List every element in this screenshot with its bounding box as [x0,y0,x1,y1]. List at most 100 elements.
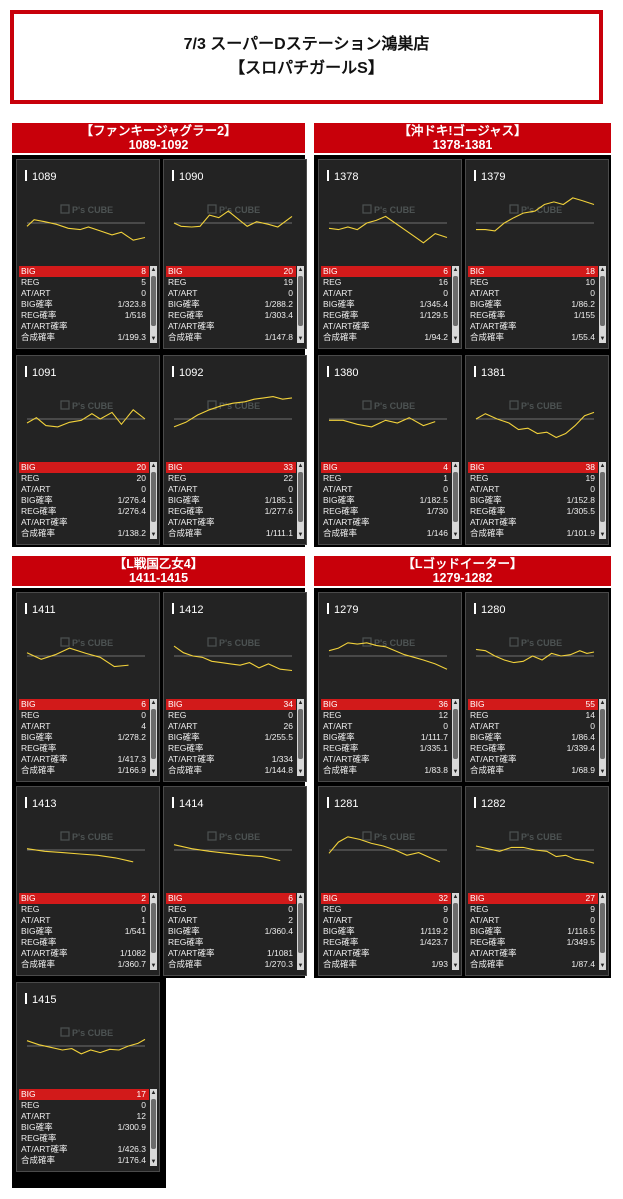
scroll-down-icon[interactable]: ▼ [452,963,459,969]
group-machine-name: 【Lゴッドイーター】 [402,557,523,571]
graph-line [26,219,146,241]
scroll-down-icon[interactable]: ▼ [297,336,304,342]
scroll-down-icon[interactable]: ▼ [150,1159,157,1165]
stats-scrollbar[interactable]: ▲ ▼ [599,893,606,970]
stats-value: 1/138.2 [117,528,146,538]
scroll-down-icon[interactable]: ▼ [452,769,459,775]
stats-row-reg: REG 0 [166,710,296,721]
scroll-up-icon[interactable]: ▲ [297,894,304,900]
scroll-down-icon[interactable]: ▼ [599,769,606,775]
machine-number[interactable]: 1381 [474,366,505,379]
scroll-up-icon[interactable]: ▲ [452,463,459,469]
stats-row-total-rate: 合成確率 1/176.4 [19,1155,149,1166]
stats-value: 1/83.8 [424,765,448,775]
scroll-up-icon[interactable]: ▲ [599,894,606,900]
scroll-down-icon[interactable]: ▼ [452,336,459,342]
scroll-thumb[interactable] [151,1099,156,1149]
machine-number[interactable]: 1411 [25,603,56,616]
stats-scrollbar[interactable]: ▲ ▼ [452,893,459,970]
machine-number[interactable]: 1281 [327,797,358,810]
scroll-up-icon[interactable]: ▲ [599,700,606,706]
stats-scrollbar[interactable]: ▲ ▼ [150,893,157,970]
scroll-down-icon[interactable]: ▼ [150,532,157,538]
scroll-thumb[interactable] [151,709,156,759]
scroll-up-icon[interactable]: ▲ [150,700,157,706]
stats-scrollbar[interactable]: ▲ ▼ [297,893,304,970]
machine-number[interactable]: 1089 [25,170,56,183]
machine-number[interactable]: 1412 [172,603,203,616]
svg-text:P's CUBE: P's CUBE [374,205,415,215]
machine-number[interactable]: 1092 [172,366,203,379]
scroll-down-icon[interactable]: ▼ [150,963,157,969]
scroll-down-icon[interactable]: ▼ [452,532,459,538]
stats-scrollbar[interactable]: ▲ ▼ [297,462,304,539]
scroll-down-icon[interactable]: ▼ [599,532,606,538]
stats-row-total-rate: 合成確率 1/147.8 [166,332,296,343]
scroll-thumb[interactable] [298,903,303,953]
machine-number[interactable]: 1280 [474,603,505,616]
stats-scrollbar[interactable]: ▲ ▼ [150,266,157,343]
stats-scrollbar[interactable]: ▲ ▼ [599,266,606,343]
machine-number[interactable]: 1378 [327,170,358,183]
stats-scrollbar[interactable]: ▲ ▼ [452,462,459,539]
machine-number[interactable]: 1379 [474,170,505,183]
scroll-up-icon[interactable]: ▲ [599,463,606,469]
stats-value: 27 [585,893,595,903]
scroll-down-icon[interactable]: ▼ [599,963,606,969]
scroll-thumb[interactable] [453,903,458,953]
stats-scrollbar[interactable]: ▲ ▼ [297,266,304,343]
scroll-thumb[interactable] [453,276,458,326]
machine-number[interactable]: 1282 [474,797,505,810]
scroll-up-icon[interactable]: ▲ [150,894,157,900]
scroll-down-icon[interactable]: ▼ [297,532,304,538]
scroll-up-icon[interactable]: ▲ [297,267,304,273]
stats-scrollbar[interactable]: ▲ ▼ [150,1089,157,1166]
scroll-down-icon[interactable]: ▼ [599,336,606,342]
scroll-down-icon[interactable]: ▼ [297,963,304,969]
stats-scrollbar[interactable]: ▲ ▼ [599,462,606,539]
scroll-down-icon[interactable]: ▼ [150,769,157,775]
machine-number[interactable]: 1091 [25,366,56,379]
scroll-thumb[interactable] [298,276,303,326]
scroll-up-icon[interactable]: ▲ [452,894,459,900]
graph-line [173,645,293,672]
scroll-thumb[interactable] [453,709,458,759]
scroll-thumb[interactable] [600,903,605,953]
scroll-down-icon[interactable]: ▼ [297,769,304,775]
scroll-thumb[interactable] [151,276,156,326]
machine-number[interactable]: 1415 [25,993,56,1006]
stats-scrollbar[interactable]: ▲ ▼ [297,699,304,776]
machine-number[interactable]: 1414 [172,797,203,810]
machine-panel: 1378 P's CUBE BIG 6 REG 16 AT/ART 0 BIG確率 1/345.4… [318,159,462,349]
scroll-up-icon[interactable]: ▲ [452,267,459,273]
scroll-up-icon[interactable]: ▲ [297,700,304,706]
scroll-thumb[interactable] [600,709,605,759]
scroll-thumb[interactable] [151,903,156,953]
stats-scrollbar[interactable]: ▲ ▼ [452,266,459,343]
scroll-up-icon[interactable]: ▲ [150,463,157,469]
machine-number[interactable]: 1413 [25,797,56,810]
machine-number[interactable]: 1090 [172,170,203,183]
machine-number[interactable]: 1380 [327,366,358,379]
scroll-down-icon[interactable]: ▼ [150,336,157,342]
stats-label: 合成確率 [168,528,203,538]
scroll-up-icon[interactable]: ▲ [150,1090,157,1096]
scroll-thumb[interactable] [600,472,605,522]
stats-scrollbar[interactable]: ▲ ▼ [150,699,157,776]
scroll-thumb[interactable] [151,472,156,522]
stats-value: 0 [141,484,146,494]
stats-scrollbar[interactable]: ▲ ▼ [452,699,459,776]
scroll-thumb[interactable] [453,472,458,522]
scroll-thumb[interactable] [298,709,303,759]
scroll-up-icon[interactable]: ▲ [452,700,459,706]
scroll-up-icon[interactable]: ▲ [297,463,304,469]
stats-scrollbar[interactable]: ▲ ▼ [599,699,606,776]
scroll-up-icon[interactable]: ▲ [599,267,606,273]
scroll-thumb[interactable] [298,472,303,522]
machine-number[interactable]: 1279 [327,603,358,616]
pscube-logo: P's CUBE [207,400,260,411]
scroll-thumb[interactable] [600,276,605,326]
stats-label: REG確率 [323,743,359,753]
scroll-up-icon[interactable]: ▲ [150,267,157,273]
stats-scrollbar[interactable]: ▲ ▼ [150,462,157,539]
